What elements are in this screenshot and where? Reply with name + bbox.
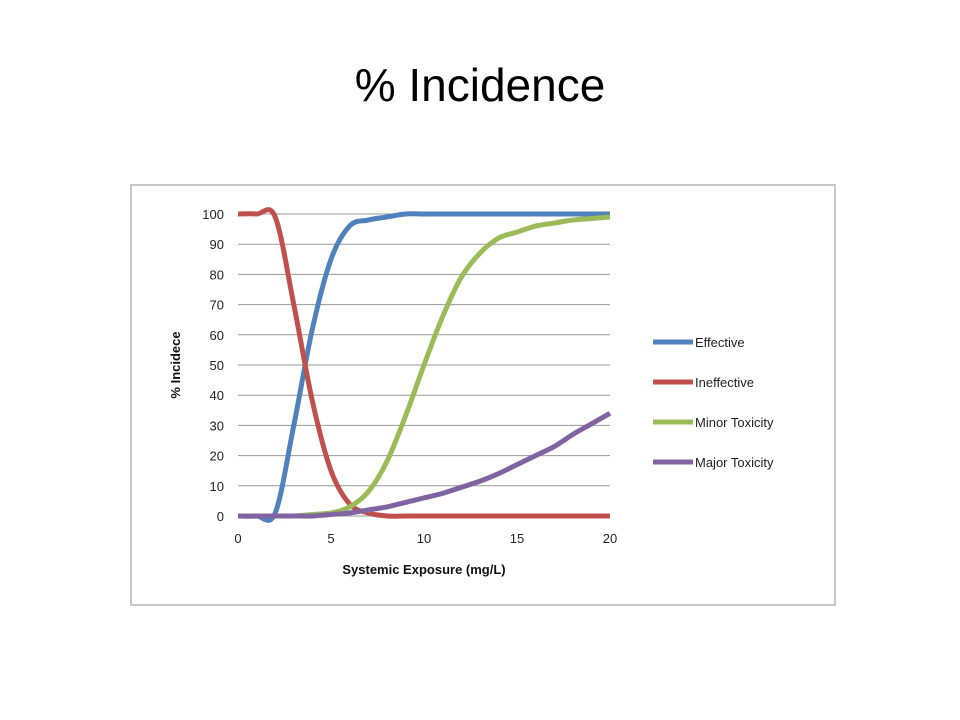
- x-tick-label: 0: [234, 531, 241, 546]
- slide-title: % Incidence: [354, 59, 606, 111]
- y-tick-label: 90: [210, 237, 224, 252]
- legend-label-effective: Effective: [695, 335, 745, 350]
- legend: Effective Ineffective Minor Toxicity Major …: [653, 335, 774, 470]
- series-line-ineffective: [237, 207, 610, 519]
- x-tick-label: 5: [327, 531, 334, 546]
- series-line-major-toxicity: [238, 411, 612, 519]
- y-tick-label: 20: [210, 449, 224, 464]
- line-chart: 0 10 20 30 40 50 60 70 80 90 100 0 5 10 15 20 Effectiv…: [168, 207, 774, 577]
- x-tick-label: 20: [603, 531, 617, 546]
- y-tick-label: 70: [210, 298, 224, 313]
- y-tick-label: 80: [210, 267, 224, 282]
- series-line-minor-toxicity: [238, 214, 611, 519]
- y-tick-label: 60: [210, 328, 224, 343]
- y-tick-label: 40: [210, 388, 224, 403]
- series-line-effective: [237, 211, 610, 523]
- chart-frame: 0 10 20 30 40 50 60 70 80 90 100 0 5 10 15 20 Effectiv…: [130, 184, 836, 606]
- y-tick-label: 50: [210, 358, 224, 373]
- y-tick-labels: 0 10 20 30 40 50 60 70 80 90 100: [202, 207, 224, 524]
- legend-label-major-toxicity: Major Toxicity: [695, 455, 774, 470]
- series-lines: [237, 207, 612, 523]
- legend-label-ineffective: Ineffective: [695, 375, 754, 390]
- y-tick-label: 10: [210, 479, 224, 494]
- y-axis-title: % Incidece: [168, 331, 183, 398]
- y-tick-label: 0: [217, 509, 224, 524]
- y-tick-label: 30: [210, 418, 224, 433]
- x-tick-labels: 0 5 10 15 20: [234, 531, 617, 546]
- x-tick-label: 15: [510, 531, 524, 546]
- legend-label-minor-toxicity: Minor Toxicity: [695, 415, 774, 430]
- x-axis-title: Systemic Exposure (mg/L): [342, 562, 505, 577]
- y-tick-label: 100: [202, 207, 224, 222]
- x-tick-label: 10: [417, 531, 431, 546]
